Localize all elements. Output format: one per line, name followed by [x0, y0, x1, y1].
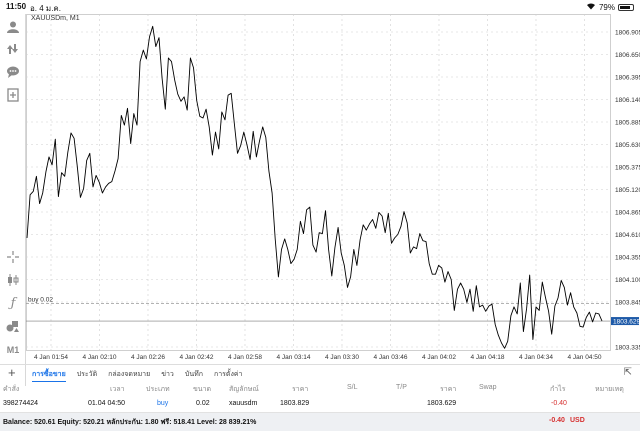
x-tick-label: 4 Jan 02:26 [131, 354, 165, 361]
balance-bar: Balance: 520.61 Equity: 520.21 หลักประกั… [0, 413, 640, 431]
wifi-icon [586, 2, 596, 12]
tab-news[interactable]: ข่าว [161, 371, 174, 378]
bid-price-badge [611, 317, 639, 326]
status-right: 79% [586, 2, 634, 12]
chart-canvas[interactable]: 1806.905 1806.650 1806.395 1806.140 1805.885… [26, 14, 640, 364]
col-swap: Swap [479, 384, 497, 391]
tab-settings[interactable]: การตั้งค่า [213, 371, 243, 378]
chart-symbol-label: XAUUSDm, M1 [31, 15, 80, 22]
buy-level-label: buy 0.02 [28, 296, 53, 303]
currency-label: USD [570, 417, 585, 424]
battery-percent: 79% [598, 2, 615, 12]
table-divider [0, 412, 640, 413]
x-tick-label: 4 Jan 04:34 [519, 354, 553, 361]
crosshair-icon[interactable] [4, 248, 22, 266]
x-tick-label: 4 Jan 02:10 [83, 354, 117, 361]
terminal-tabs: การซื้อขาย ประวัติ กล่องจดหมาย ข่าว บันท… [32, 369, 242, 382]
col-symbol: สัญลักษณ์ [229, 386, 259, 393]
col-time: เวลา [110, 386, 125, 393]
x-tick-label: 4 Jan 03:30 [325, 354, 359, 361]
table-row[interactable]: 398274424 01.04 04:50 buy 0.02 xauusdm 1… [0, 397, 640, 413]
order-open-price: 1803.829 [280, 400, 310, 407]
y-tick-label: 1803.845 [615, 300, 640, 307]
col-current-price: ราคา [440, 386, 457, 393]
y-tick-label: 1805.630 [615, 142, 640, 149]
col-tp: T/P [396, 384, 407, 391]
tab-journal[interactable]: บันทึก [184, 371, 203, 378]
account-icon[interactable] [4, 18, 22, 36]
y-tick-label: 1804.355 [615, 255, 640, 262]
x-tick-label: 4 Jan 02:58 [228, 354, 262, 361]
x-tick-label: 4 Jan 03:46 [374, 354, 408, 361]
col-profit: กำไร [550, 386, 566, 393]
y-tick-label: 1806.650 [615, 52, 640, 59]
col-price: ราคา [292, 386, 309, 393]
y-tick-label: 1804.610 [615, 232, 640, 239]
order-profit: -0.40 [551, 400, 567, 407]
col-order: คำสั่ง [3, 386, 20, 393]
y-tick-label: 1806.395 [615, 75, 640, 82]
order-time: 01.04 04:50 [88, 400, 125, 407]
col-comment: หมายเหตุ [595, 386, 624, 393]
candles-icon[interactable] [4, 271, 22, 289]
status-date: อ. 4 ม.ค. [30, 4, 61, 13]
y-tick-label: 1805.120 [615, 187, 640, 194]
new-order-button[interactable]: + [8, 365, 16, 380]
order-type: buy [157, 400, 169, 407]
chart-frame [26, 14, 611, 351]
y-tick-label: 1804.100 [615, 277, 640, 284]
indicator-icon[interactable]: ƒ [10, 295, 16, 311]
order-current-price: 1803.629 [427, 400, 457, 407]
x-tick-label: 4 Jan 04:50 [568, 354, 602, 361]
x-tick-label: 4 Jan 04:02 [422, 354, 456, 361]
x-tick-label: 4 Jan 03:14 [277, 354, 311, 361]
col-sl: S/L [347, 384, 358, 391]
y-tick-label: 1804.865 [615, 210, 640, 217]
status-bar: 11:50 อ. 4 ม.ค. 79% [0, 0, 640, 14]
bid-price-badge-text: 1803.629 [613, 319, 640, 326]
y-tick-label: 1806.905 [615, 30, 640, 37]
x-tick-label: 4 Jan 04:18 [471, 354, 505, 361]
order-id: 398274424 [3, 400, 39, 407]
col-type: ประเภท [146, 386, 170, 393]
timeframe-button[interactable]: M1 [6, 345, 20, 355]
order-symbol: xauusdm [229, 400, 258, 407]
status-time: 11:50 [6, 2, 27, 11]
expand-panel-icon[interactable]: ⇱ [623, 367, 632, 378]
total-profit: -0.40 [549, 417, 565, 424]
battery-icon [618, 3, 634, 11]
x-tick-label: 4 Jan 01:54 [34, 354, 68, 361]
y-tick-label: 1805.885 [615, 120, 640, 127]
balance-summary: Balance: 520.61 Equity: 520.21 หลักประกั… [3, 419, 257, 426]
terminal-tabs-bar: + การซื้อขาย ประวัติ กล่องจดหมาย ข่าว บั… [0, 364, 640, 382]
trade-icon[interactable] [4, 40, 22, 58]
y-tick-label: 1806.140 [615, 97, 640, 104]
price-chart[interactable]: 1806.905 1806.650 1806.395 1806.140 1805.885… [26, 14, 640, 364]
order-volume: 0.02 [196, 400, 210, 407]
objects-icon[interactable] [4, 317, 22, 335]
trade-table-header: คำสั่ง เวลา ประเภท ขนาด สัญลักษณ์ ราคา S… [0, 381, 640, 395]
chat-icon[interactable] [4, 63, 22, 81]
price-series-line [26, 25, 603, 349]
tab-trade[interactable]: การซื้อขาย [32, 369, 66, 382]
y-tick-label: 1803.335 [615, 345, 640, 352]
left-toolbar: ƒ M1 [0, 14, 26, 386]
tab-history[interactable]: ประวัติ [76, 371, 98, 378]
x-tick-label: 4 Jan 02:42 [180, 354, 214, 361]
col-volume: ขนาด [193, 386, 212, 393]
add-icon[interactable] [4, 86, 22, 104]
y-tick-label: 1805.375 [615, 165, 640, 172]
tab-mailbox[interactable]: กล่องจดหมาย [108, 371, 151, 378]
